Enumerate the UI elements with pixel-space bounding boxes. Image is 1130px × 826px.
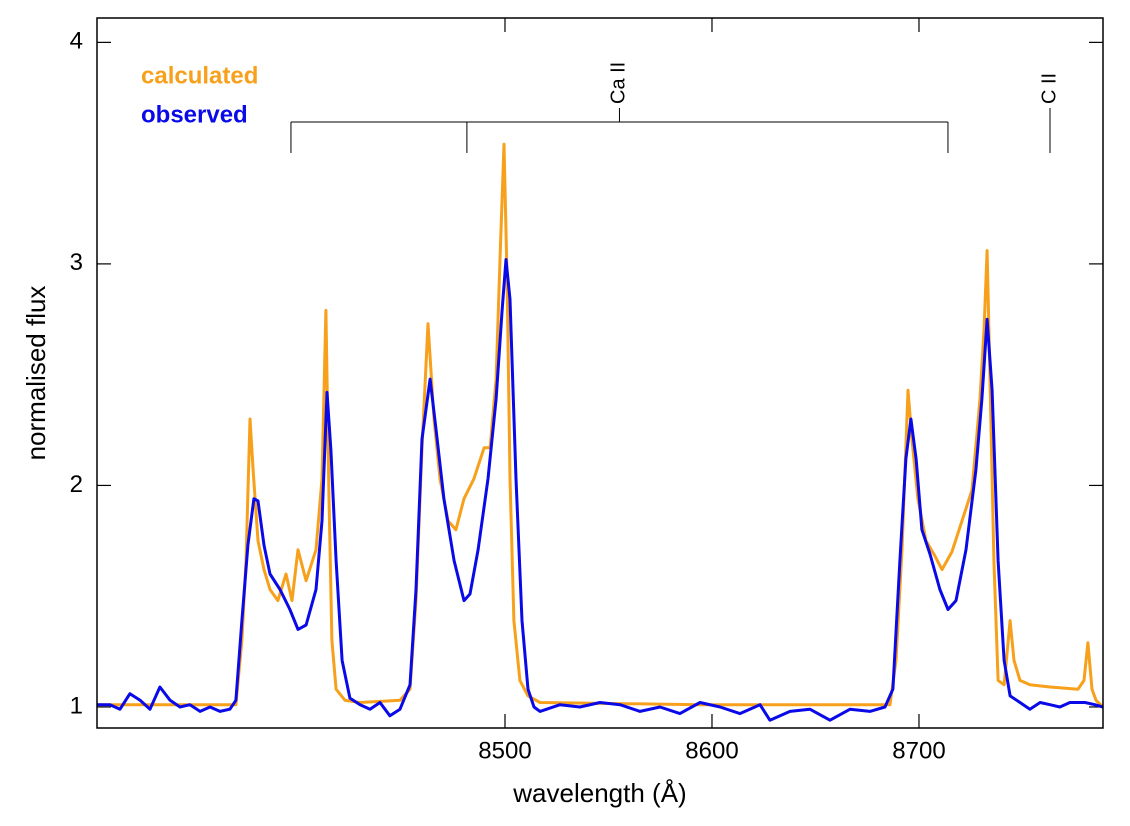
spectrum-line	[97, 258, 1103, 722]
x-tick-label: 8500	[478, 737, 531, 764]
x-axis-label: wavelength (Å)	[512, 778, 686, 808]
spectrum-line	[97, 142, 1103, 709]
y-axis-label: normalised flux	[21, 286, 51, 461]
y-tick-label: 2	[70, 471, 83, 498]
y-tick-label: 4	[70, 28, 83, 55]
x-tick-label: 8700	[892, 737, 945, 764]
plot-frame	[96, 17, 1104, 729]
x-tick-label: 8600	[685, 737, 738, 764]
y-tick-label: 1	[70, 692, 83, 719]
annotation-label: Ca II	[608, 62, 630, 104]
legend-entry: calculated	[141, 62, 258, 89]
legend-entry: observed	[141, 101, 248, 128]
y-tick-label: 3	[70, 249, 83, 276]
annotation-label: C II	[1038, 73, 1060, 104]
